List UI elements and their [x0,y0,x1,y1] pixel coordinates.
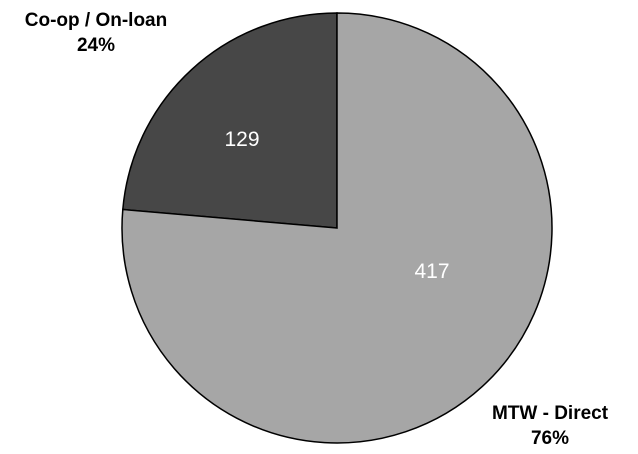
slice-coop-percent-label: 24% [77,35,115,56]
slice-coop-on-loan [121,12,338,229]
slice-coop-value-label: 129 [224,128,259,151]
pie-labels: Co-op / On-loan 24% MTW - Direct 76% 129… [25,10,609,449]
slice-mtw-percent-label: 76% [531,428,569,449]
slice-coop-name-label: Co-op / On-loan [25,10,167,31]
pie-slices [121,12,553,444]
slice-mtw-value-label: 417 [414,260,449,283]
slice-mtw-direct [121,12,553,444]
slice-mtw-name-label: MTW - Direct [492,403,609,424]
